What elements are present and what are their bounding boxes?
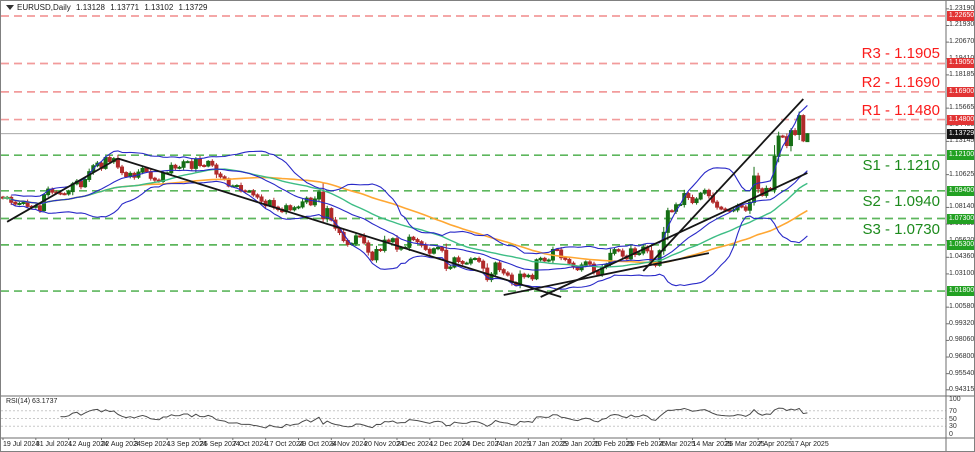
date-label: 2 Dec 2024 [396,441,433,448]
price-axis-tick: 0.98060 [949,336,975,344]
resistance-label-r2[interactable]: R2 - 1.1690 [861,73,940,91]
symbol-period-label: EURUSD,Daily [17,3,71,12]
date-label: 19 Jul 2024 [3,441,40,448]
price-axis-tick: 1.00580 [949,303,975,311]
ohlc-low: 1.13102 [144,3,174,12]
price-axis-tick: 1.13145 [949,137,975,145]
price-axis-tick: 1.08140 [949,203,975,211]
bollinger-lower-line [10,180,808,290]
price-tag-resistance: 1.16900 [947,86,975,97]
date-label: 20 Nov 2024 [364,441,404,448]
support-label-s1[interactable]: S1 - 1.1210 [862,157,940,175]
date-label: 8 Nov 2024 [331,441,368,448]
date-label: 20 Feb 2025 [626,441,667,448]
price-axis-tick: 1.19410 [949,55,974,62]
price-axis-tick: 1.06880 [949,220,975,228]
date-label: 12 Dec 2024 [429,441,470,448]
date-label: 4 Mar 2025 [659,441,696,448]
ohlc-high: 1.13771 [110,3,140,12]
date-label: 24 Dec 2024 [462,441,503,448]
date-label: 3 Sep 2024 [134,441,171,448]
price-tag-support: 1.01800 [947,286,975,297]
rsi-line [60,407,808,429]
rsi-scale-label: 0 [949,431,953,438]
date-label: 17 Apr 2025 [790,441,829,448]
price-tag-resistance: 1.22650 [947,10,975,21]
price-tag-support: 1.05300 [947,239,975,250]
symbol-marker-icon [6,5,14,10]
support-label-s3[interactable]: S3 - 1.0730 [862,220,940,238]
rsi-indicator-label: RSI(14) 63.1737 [6,398,58,405]
price-tag-resistance: 1.19050 [947,58,975,69]
ohlc-close: 1.13729 [178,3,208,12]
date-label: 13 Sep 2024 [167,441,207,448]
fast-ma-line [2,168,808,268]
date-label: 12 Aug 2024 [68,441,108,448]
date-label: 31 Jul 2024 [35,441,73,448]
price-axis-tick: 1.03100 [949,269,975,277]
date-label: 25 Sep 2024 [199,441,240,448]
price-axis-tick: 1.21930 [949,21,975,29]
trendline[interactable] [540,172,808,298]
rsi-scale-label: 30 [949,423,957,431]
resistance-label-r3[interactable]: R3 - 1.1905 [861,45,940,63]
date-label: 29 Oct 2024 [298,441,337,448]
date-label: 10 Feb 2025 [593,441,634,448]
trendline[interactable] [117,157,562,298]
date-label: 14 Mar 2025 [692,441,732,448]
date-label: 7 Oct 2024 [232,441,268,448]
ohlc-open: 1.13128 [76,3,105,12]
date-label: 7 Apr 2025 [758,441,792,448]
date-label: 7 Jan 2025 [495,441,531,448]
price-tag-support: 1.09400 [947,185,975,196]
bollinger-upper-line [11,105,808,255]
price-tag-resistance: 1.14800 [947,114,975,125]
resistance-label-r1[interactable]: R1 - 1.1480 [861,101,940,119]
price-axis-tick: 1.10625 [949,170,975,178]
trendline[interactable] [6,157,119,223]
rsi-scale-label: 50 [949,415,957,423]
rsi-scale-label: 100 [949,396,961,403]
date-label: 29 Jan 2025 [561,441,600,448]
support-label-s2[interactable]: S2 - 1.0940 [862,192,940,210]
trendline[interactable] [503,252,710,296]
chart-title: EURUSD,Daily 1.13128 1.13771 1.13102 1.1… [17,3,210,12]
price-tag-support: 1.07300 [947,213,975,224]
date-label: 22 Aug 2024 [101,441,141,448]
candlesticks [1,111,810,289]
price-axis-tick: 1.18185 [949,70,975,78]
price-axis-tick: 0.94315 [949,385,975,393]
date-label: 26 Mar 2025 [725,441,765,448]
trendline[interactable] [642,98,804,272]
price-axis-tick: 0.99320 [949,319,975,327]
price-axis-tick: 1.04360 [949,253,975,261]
price-axis-tick: 1.23190 [949,4,975,12]
price-axis-tick: 1.20670 [949,38,975,46]
price-axis-tick: 0.96800 [949,353,975,361]
price-tag-current: 1.13729 [947,128,975,139]
rsi-scale-label: 70 [949,407,957,415]
price-axis-tick: 1.15665 [949,104,975,112]
price-tag-support: 1.12100 [947,150,975,161]
date-label: 17 Jan 2025 [528,441,567,448]
price-axis-tick: 0.95540 [949,369,975,377]
date-label: 17 Oct 2024 [265,441,304,448]
bollinger-middle-line [11,168,808,271]
